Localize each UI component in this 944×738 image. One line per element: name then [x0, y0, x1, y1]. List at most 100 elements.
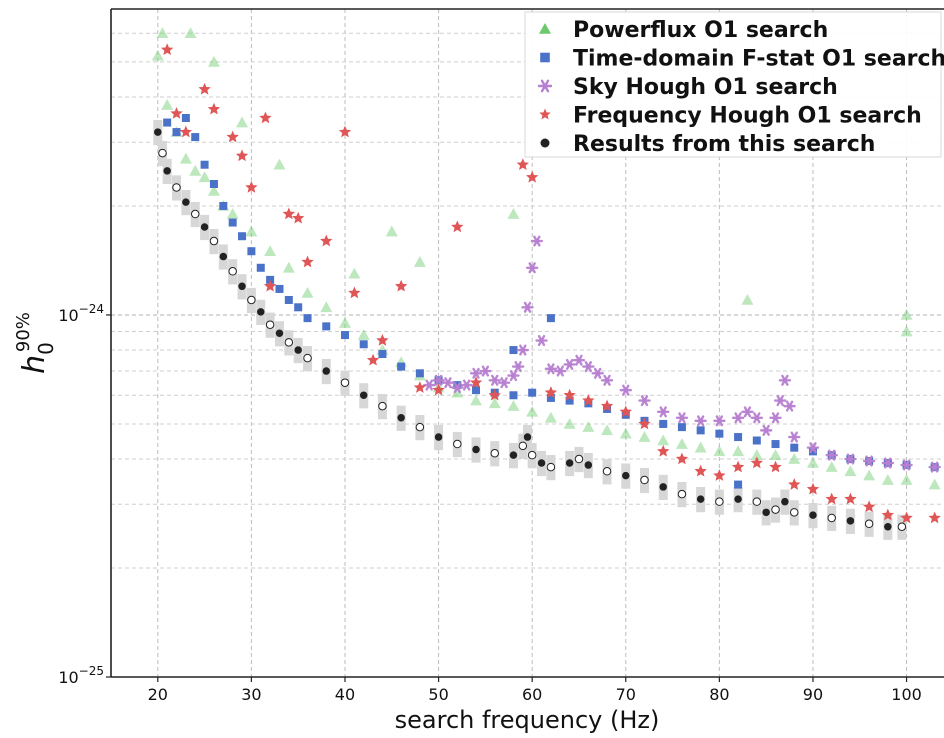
series-star	[160, 43, 941, 524]
data-point	[348, 267, 361, 279]
data-point	[184, 27, 197, 39]
data-point	[511, 361, 525, 373]
data-point	[732, 445, 745, 457]
data-point	[340, 378, 350, 387]
data-point	[226, 130, 239, 143]
data-point	[582, 394, 595, 406]
data-point	[565, 396, 574, 405]
data-point	[275, 284, 284, 293]
data-point	[509, 451, 518, 459]
data-point	[294, 346, 302, 354]
data-point	[788, 478, 801, 490]
y-axis-label-base: h	[17, 355, 52, 374]
data-point	[172, 128, 181, 137]
data-point	[179, 152, 192, 164]
data-point	[190, 209, 200, 219]
data-point	[160, 43, 174, 56]
x-tick-label: 90	[803, 685, 823, 704]
y-axis-label-sup: 90%	[13, 312, 34, 352]
data-point	[163, 118, 172, 127]
x-tick-label: 80	[709, 685, 729, 704]
data-point	[713, 445, 726, 457]
data-point	[694, 415, 707, 427]
data-point	[808, 447, 817, 456]
data-point	[584, 461, 593, 469]
data-point	[526, 405, 539, 417]
data-point	[282, 207, 296, 220]
data-point	[181, 113, 190, 122]
data-point	[752, 497, 762, 506]
legend-marker	[539, 23, 551, 34]
data-point	[247, 247, 256, 256]
data-point	[256, 263, 265, 272]
data-point	[245, 180, 258, 193]
data-point	[236, 116, 249, 128]
data-point	[359, 391, 368, 400]
data-point	[284, 338, 294, 347]
data-point	[659, 483, 667, 491]
legend-label: Frequency Hough O1 search	[573, 104, 922, 129]
data-point	[284, 295, 293, 304]
data-point	[322, 367, 331, 375]
data-point	[301, 286, 314, 298]
data-point	[741, 293, 754, 305]
data-point	[282, 261, 295, 273]
data-point	[750, 449, 763, 460]
x-tick-label: 20	[148, 685, 168, 704]
data-point	[694, 441, 707, 453]
data-point	[657, 434, 670, 446]
data-point	[544, 411, 557, 423]
data-point	[582, 421, 595, 432]
data-point	[862, 500, 876, 513]
data-point	[783, 400, 796, 412]
data-point	[759, 424, 773, 436]
data-point	[172, 183, 181, 192]
data-point	[273, 158, 286, 170]
data-point	[844, 465, 857, 477]
data-point	[509, 391, 518, 400]
data-point	[376, 334, 389, 346]
data-point	[200, 223, 209, 231]
legend-marker	[540, 138, 550, 148]
data-point	[750, 412, 764, 424]
data-point	[769, 460, 782, 473]
data-point	[179, 125, 193, 138]
data-point	[207, 184, 220, 196]
data-point	[788, 431, 801, 443]
data-point	[207, 55, 220, 67]
data-point	[928, 511, 941, 524]
data-point	[677, 489, 687, 499]
data-point	[752, 436, 761, 445]
data-point	[338, 125, 352, 138]
data-point	[897, 522, 907, 532]
data-point	[265, 320, 275, 329]
data-point	[715, 429, 724, 438]
data-point	[809, 511, 817, 519]
data-point	[900, 308, 913, 320]
data-point	[734, 433, 743, 442]
data-point	[544, 363, 558, 375]
legend-box	[524, 11, 942, 158]
data-point	[731, 460, 745, 473]
legend-entry: Frequency Hough O1 search	[539, 104, 922, 129]
data-point	[516, 158, 529, 170]
data-point	[189, 164, 202, 176]
y-tick-base: 10	[58, 668, 78, 687]
data-point	[694, 464, 707, 477]
data-point	[479, 365, 492, 377]
data-point	[528, 388, 537, 397]
data-point	[432, 374, 445, 386]
data-point	[862, 455, 876, 467]
data-point	[600, 374, 614, 386]
data-point	[530, 235, 544, 247]
data-point	[488, 374, 501, 386]
data-point	[582, 361, 595, 373]
data-point	[525, 262, 539, 274]
legend-marker	[540, 52, 550, 63]
data-point	[928, 461, 941, 473]
data-point	[378, 350, 387, 359]
data-point	[207, 102, 221, 115]
data-point	[546, 462, 556, 472]
data-point	[434, 433, 443, 441]
